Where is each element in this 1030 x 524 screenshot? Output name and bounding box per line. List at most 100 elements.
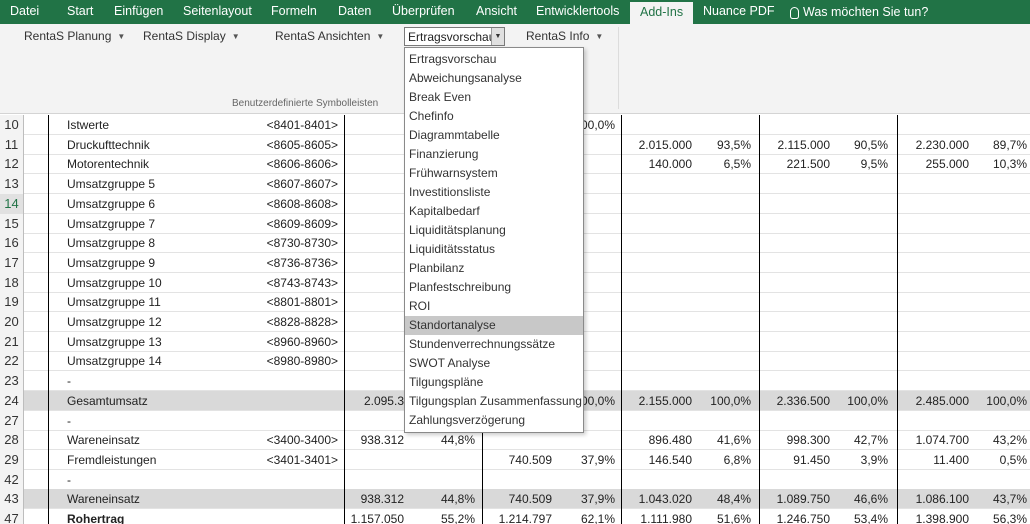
tab-nuance-pdf[interactable]: Nuance PDF bbox=[703, 4, 775, 18]
cell-p1[interactable]: 44,8% bbox=[440, 492, 475, 507]
row-header[interactable]: 10 bbox=[0, 115, 24, 135]
view-dropdown-list[interactable]: Ertragsvorschau Abweichungsanalyse Break E… bbox=[404, 47, 584, 433]
cell-p5[interactable]: 56,3% bbox=[992, 512, 1027, 524]
dropdown-option[interactable]: Planbilanz bbox=[409, 261, 465, 275]
cell-p5[interactable]: 43,2% bbox=[992, 433, 1027, 448]
tab-start[interactable]: Start bbox=[67, 4, 94, 18]
cell-c5[interactable]: 11.400 bbox=[933, 452, 969, 467]
ribbon-button-rentas-display[interactable]: RentaS Display ▼ bbox=[143, 29, 240, 43]
cell-label[interactable]: - bbox=[67, 413, 71, 428]
dropdown-option[interactable]: Standortanalyse bbox=[405, 316, 583, 335]
dropdown-option[interactable]: SWOT Analyse bbox=[409, 356, 491, 370]
cell-p5[interactable]: 43,7% bbox=[992, 492, 1027, 507]
row-header[interactable]: 12 bbox=[0, 154, 24, 175]
row-header[interactable]: 15 bbox=[0, 213, 24, 234]
row-header[interactable]: 20 bbox=[0, 312, 24, 332]
cell-c2[interactable]: 740.509 bbox=[508, 452, 552, 467]
cell-p5[interactable]: 0,5% bbox=[999, 452, 1027, 467]
cell-p1[interactable]: 44,8% bbox=[440, 433, 475, 448]
cell-p4[interactable]: 90,5% bbox=[853, 137, 888, 152]
cell-code[interactable]: <8801-8801> bbox=[266, 295, 338, 310]
tab-add-ins[interactable]: Add-Ins bbox=[630, 0, 694, 24]
cell-code[interactable]: <8609-8609> bbox=[266, 216, 338, 231]
cell-c5[interactable] bbox=[900, 115, 969, 135]
dropdown-option[interactable]: Diagrammtabelle bbox=[409, 128, 500, 142]
dropdown-option[interactable]: Tilgungspläne bbox=[409, 375, 484, 389]
row-header[interactable]: 17 bbox=[0, 252, 24, 273]
view-select-combobox[interactable]: Ertragsvorschau ▼ bbox=[404, 27, 505, 46]
cell-label[interactable]: Druckufttechnik bbox=[67, 137, 150, 152]
cell-c4[interactable]: 1.089.750 bbox=[776, 492, 830, 507]
cell-p3[interactable]: 93,5% bbox=[716, 137, 751, 152]
row-header[interactable]: 14 bbox=[0, 193, 24, 214]
cell-p4[interactable]: 53,4% bbox=[853, 512, 888, 524]
cell-c1[interactable]: 2.095.3 bbox=[363, 393, 404, 408]
dropdown-option[interactable]: Investitionsliste bbox=[409, 185, 491, 199]
cell-label[interactable]: - bbox=[67, 472, 71, 487]
tell-me-search[interactable]: Was möchten Sie tun? bbox=[790, 0, 928, 24]
cell-p3[interactable]: 6,8% bbox=[723, 452, 751, 467]
dropdown-option[interactable]: Abweichungsanalyse bbox=[409, 71, 522, 85]
cell-c4[interactable]: 998.300 bbox=[786, 433, 830, 448]
cell-p3[interactable]: 48,4% bbox=[716, 492, 751, 507]
cell-label[interactable]: Wareneinsatz bbox=[67, 492, 140, 507]
cell-p3[interactable] bbox=[700, 115, 751, 135]
row-header[interactable]: 42 bbox=[0, 469, 24, 490]
cell-code[interactable]: <8608-8608> bbox=[266, 196, 338, 211]
cell-p4[interactable]: 9,5% bbox=[860, 157, 888, 172]
cell-p3[interactable]: 51,6% bbox=[716, 512, 751, 524]
cell-c4[interactable]: 2.115.000 bbox=[777, 137, 831, 152]
dropdown-option[interactable]: Zahlungsverzögerung bbox=[409, 413, 526, 427]
row-header[interactable]: 43 bbox=[0, 489, 24, 510]
dropdown-option[interactable]: Liquiditätsstatus bbox=[409, 242, 496, 256]
ribbon-button-rentas-ansichten[interactable]: RentaS Ansichten ▼ bbox=[275, 29, 384, 43]
dropdown-option[interactable]: Finanzierung bbox=[409, 147, 479, 161]
cell-c4[interactable]: 91.450 bbox=[793, 452, 830, 467]
cell-p5[interactable]: 10,3% bbox=[992, 157, 1027, 172]
cell-c5[interactable]: 1.074.700 bbox=[915, 433, 969, 448]
dropdown-option[interactable]: Tilgungsplan Zusammenfassung bbox=[409, 394, 582, 408]
cell-c5[interactable]: 1.398.900 bbox=[915, 512, 969, 524]
cell-p3[interactable]: 41,6% bbox=[716, 433, 751, 448]
cell-c4[interactable]: 1.246.750 bbox=[776, 512, 830, 524]
cell-label[interactable]: Istwerte bbox=[67, 118, 110, 132]
cell-code[interactable]: <8607-8607> bbox=[266, 177, 338, 192]
cell-p3[interactable]: 6,5% bbox=[723, 157, 751, 172]
cell-c3[interactable]: 2.015.000 bbox=[638, 137, 692, 152]
dropdown-option[interactable]: Liquiditätsplanung bbox=[409, 223, 506, 237]
cell-code[interactable]: <8606-8606> bbox=[266, 157, 338, 172]
cell-p5[interactable]: 100,0% bbox=[986, 393, 1027, 408]
cell-c1[interactable]: 938.312 bbox=[360, 492, 404, 507]
dropdown-option[interactable]: ROI bbox=[409, 299, 431, 313]
cell-p4[interactable]: 42,7% bbox=[853, 433, 888, 448]
cell-code[interactable]: <8980-8980> bbox=[266, 354, 338, 369]
dropdown-option[interactable]: Planfestschreibung bbox=[409, 280, 512, 294]
cell-code[interactable]: <8743-8743> bbox=[266, 275, 338, 290]
row-header[interactable]: 19 bbox=[0, 292, 24, 313]
cell-c3[interactable]: 2.155.000 bbox=[638, 393, 692, 408]
row-header[interactable]: 47 bbox=[0, 509, 24, 524]
cell-p2[interactable]: 100,0% bbox=[574, 118, 615, 132]
dropdown-option[interactable]: Frühwarnsystem bbox=[409, 166, 498, 180]
cell-c1[interactable]: 938.312 bbox=[360, 433, 404, 448]
dropdown-arrow-icon[interactable]: ▼ bbox=[491, 28, 504, 45]
cell-c5[interactable]: 2.230.000 bbox=[915, 137, 969, 152]
tab-formeln[interactable]: Formeln bbox=[271, 4, 317, 18]
cell-code[interactable]: <8401-8401> bbox=[266, 118, 338, 132]
tab-entwicklertools[interactable]: Entwicklertools bbox=[536, 4, 620, 18]
cell-label[interactable]: Umsatzgruppe 5 bbox=[67, 177, 156, 192]
cell-c5[interactable]: 1.086.100 bbox=[915, 492, 969, 507]
cell-label[interactable]: Wareneinsatz bbox=[67, 433, 140, 448]
cell-label[interactable]: Motorentechnik bbox=[67, 157, 150, 172]
cell-label[interactable]: Umsatzgruppe 12 bbox=[67, 315, 162, 329]
row-header[interactable]: 24 bbox=[0, 390, 24, 411]
row-header[interactable]: 23 bbox=[0, 371, 24, 392]
cell-c3[interactable]: 1.043.020 bbox=[638, 492, 692, 507]
cell-c5[interactable]: 255.000 bbox=[925, 157, 969, 172]
dropdown-option[interactable]: Kapitalbedarf bbox=[409, 204, 480, 218]
cell-label[interactable]: Umsatzgruppe 7 bbox=[67, 216, 156, 231]
row-header[interactable]: 27 bbox=[0, 410, 24, 431]
cell-p4[interactable] bbox=[836, 115, 888, 135]
cell-label[interactable]: Gesamtumsatz bbox=[67, 393, 148, 408]
dropdown-option[interactable]: Chefinfo bbox=[409, 109, 454, 123]
